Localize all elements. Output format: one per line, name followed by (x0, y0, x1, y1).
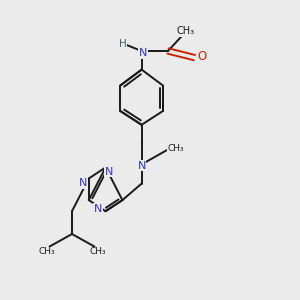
Text: N: N (139, 48, 147, 59)
Text: CH₃: CH₃ (38, 248, 55, 256)
Text: N: N (137, 161, 146, 171)
Text: O: O (197, 50, 206, 63)
Text: N: N (79, 178, 87, 188)
Text: CH₃: CH₃ (167, 144, 184, 153)
Text: N: N (94, 204, 102, 214)
Text: N: N (104, 167, 113, 177)
Text: H: H (119, 39, 127, 49)
Text: CH₃: CH₃ (177, 26, 195, 37)
Text: CH₃: CH₃ (89, 248, 106, 256)
